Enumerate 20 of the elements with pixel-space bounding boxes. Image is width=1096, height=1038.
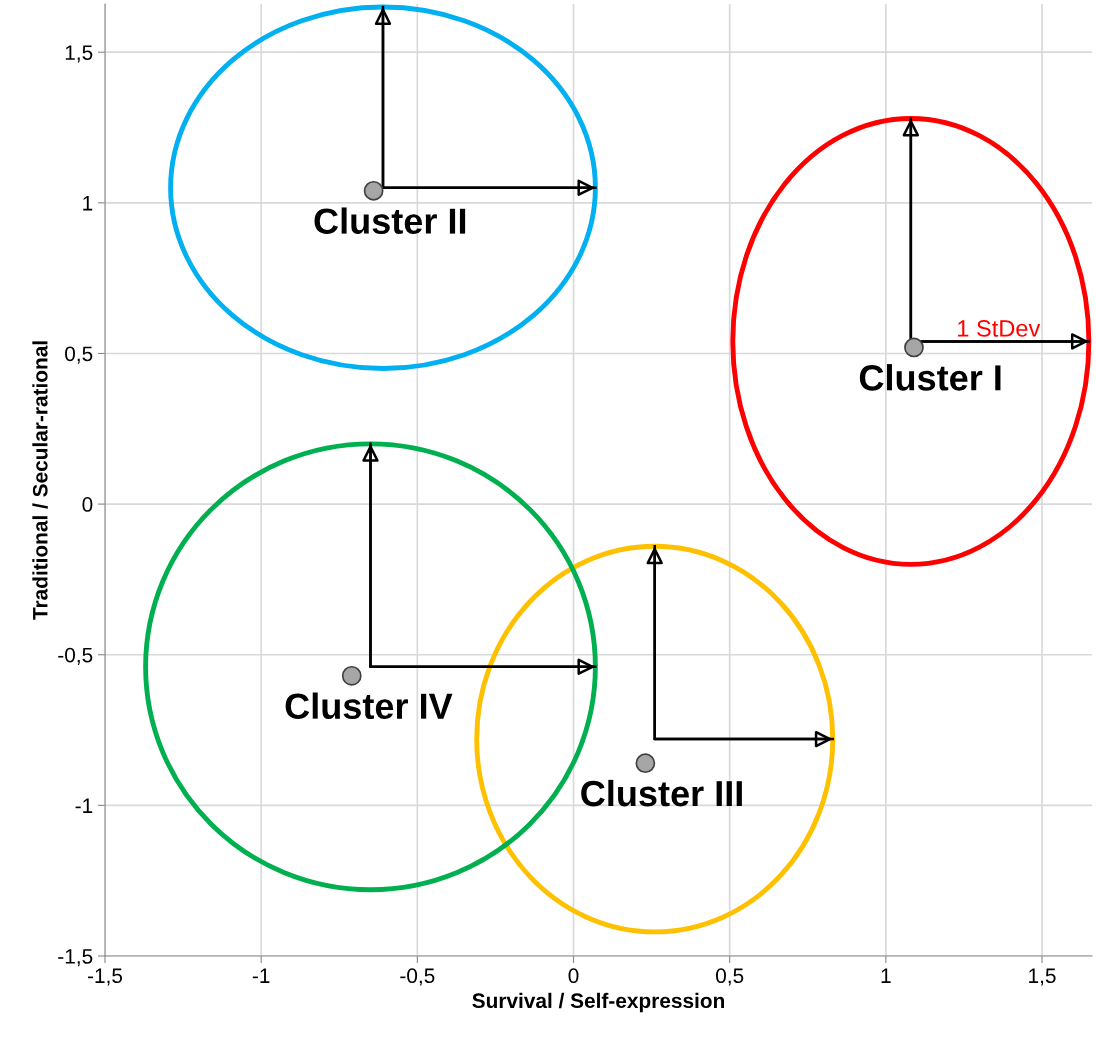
x-tick-label: -1 xyxy=(252,968,270,983)
annotation: 1 StDev xyxy=(958,320,1041,337)
annotation: Cluster I xyxy=(859,364,1001,391)
x-axis-title: Survival / Self-expression xyxy=(472,992,725,1013)
y-tick-label: 1 xyxy=(83,196,93,211)
y-tick-label: -1,5 xyxy=(58,949,93,967)
x-tick-label: 0,5 xyxy=(716,968,744,986)
y-tick-label: -1 xyxy=(75,798,93,813)
x-tick-label: -0,5 xyxy=(400,968,435,986)
x-tick-label: 0 xyxy=(568,968,579,984)
x-tick-label: 1 xyxy=(881,968,891,983)
annotation: Cluster II xyxy=(314,207,466,234)
y-tick-label: 1,5 xyxy=(65,45,93,63)
annotation: Cluster III xyxy=(581,779,742,807)
annotation: Cluster IV xyxy=(285,692,453,720)
y-tick-label: 0,5 xyxy=(65,346,93,364)
y-tick-label: 0 xyxy=(82,497,93,512)
y-axis-title: Traditional / Secular-rational xyxy=(32,341,48,620)
y-tick-label: -0,5 xyxy=(58,647,93,665)
x-tick-label: 1,5 xyxy=(1029,968,1056,986)
